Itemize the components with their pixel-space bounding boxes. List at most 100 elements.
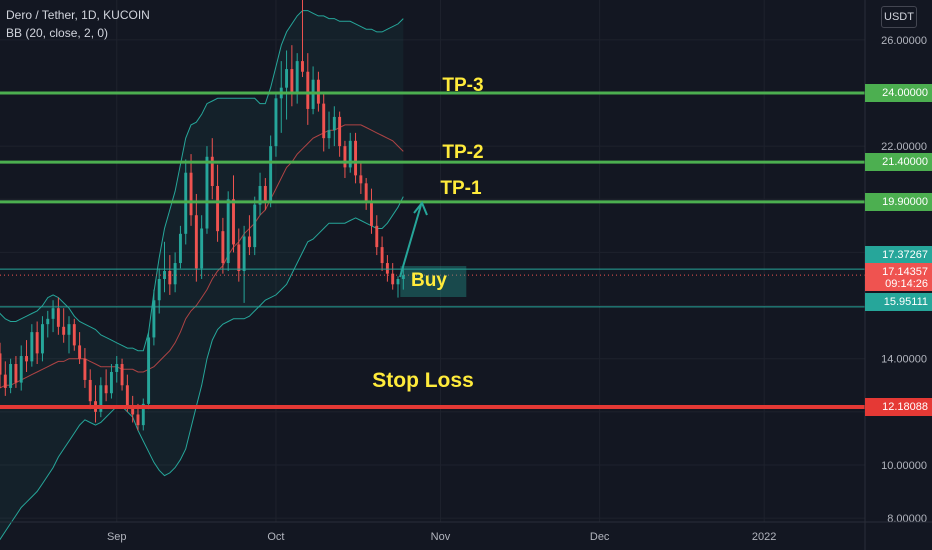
candle [380,236,384,272]
candle [322,92,326,152]
candle-body [200,228,204,269]
candle [205,146,209,234]
candle-body [147,337,151,404]
candle-body [25,356,28,362]
candle [242,225,246,303]
candle-body [125,385,129,407]
candle-body [301,61,304,72]
candle [295,53,299,104]
candle [401,265,405,290]
candle [25,340,28,372]
bollinger-upper-line [0,10,404,352]
stop-loss-price-label: 12.18088 [865,398,932,417]
candle-body [359,175,363,184]
candle-body [322,103,326,139]
price-tick-label: 10.00000 [881,460,927,472]
candle-body [104,385,108,394]
candle-body [263,185,267,202]
tp2-label: TP-2 [442,142,484,163]
candle-body [385,263,389,274]
price-levels [0,91,865,410]
current-price-label: 17.14357 [865,263,932,281]
candle-body [375,225,379,248]
candle-body [253,204,257,248]
tp3-label: TP-3 [442,75,484,96]
chart-grid [0,0,865,522]
candle [104,369,108,402]
candle-body [0,353,2,375]
candle [189,154,193,226]
candle-body [258,185,262,205]
candle-body [306,71,310,109]
candle-body [391,273,395,285]
candle-body [88,379,92,402]
candle [194,193,198,282]
tp1-label: TP-1 [440,178,482,199]
candle [173,252,177,293]
tp2-price-label: 21.40000 [865,153,932,172]
candle-body [327,130,331,139]
indicator-label: BB (20, close, 2, 0) [6,26,109,40]
candle-body [354,140,358,176]
candle-body [141,403,145,426]
candle [370,188,373,234]
candle-body [205,156,209,229]
candle [237,228,241,282]
candle [115,356,119,383]
candle [221,217,225,274]
candle [56,297,60,335]
candle-body [216,185,220,232]
arrow-shaft [399,204,422,278]
time-tick-label: Dec [590,531,610,543]
time-tick-label: Nov [431,531,451,543]
candle [285,50,289,120]
candle [263,178,267,210]
candle [375,215,379,256]
candle [253,196,257,256]
candle-body [247,236,251,248]
candle [88,369,92,410]
candle-body [290,69,294,93]
candle [327,111,331,149]
candle-body [269,146,273,202]
candle [269,135,273,208]
bollinger-lower-line [0,196,404,541]
candle [364,178,368,210]
candle-body [210,156,214,186]
candle [338,111,342,157]
currency-unit-button[interactable]: USDT [881,6,917,28]
candle-body [221,231,225,264]
candle-body [72,324,76,346]
arrow-icon [399,201,428,278]
candle [396,276,400,298]
tp1-price-label: 19.90000 [865,192,932,211]
time-tick-label: Sep [107,531,127,543]
candle-body [237,244,241,272]
candle [210,138,214,200]
candle [343,140,347,179]
candle [120,358,124,391]
candle-body [152,300,156,338]
candle-body [14,364,18,383]
candle [141,398,145,431]
price-tick-label: 26.00000 [881,35,927,47]
candle-body [343,146,347,168]
buy-label: Buy [411,270,447,291]
candle [83,348,87,388]
candle [9,358,13,394]
candle [168,255,172,295]
candle [274,92,278,157]
arrow-head [413,201,428,216]
time-axis[interactable]: Sep Oct Nov Dec 2022 [0,521,932,543]
candle-body [78,345,82,359]
candle-body [3,374,7,388]
candle-body [40,324,44,354]
candle-body [109,371,113,394]
candle [290,45,294,107]
candle [306,53,310,125]
candle-body [364,183,368,202]
candle-body [83,358,87,380]
candle-body [178,233,182,264]
candle-body [19,356,23,383]
candle [391,263,395,290]
